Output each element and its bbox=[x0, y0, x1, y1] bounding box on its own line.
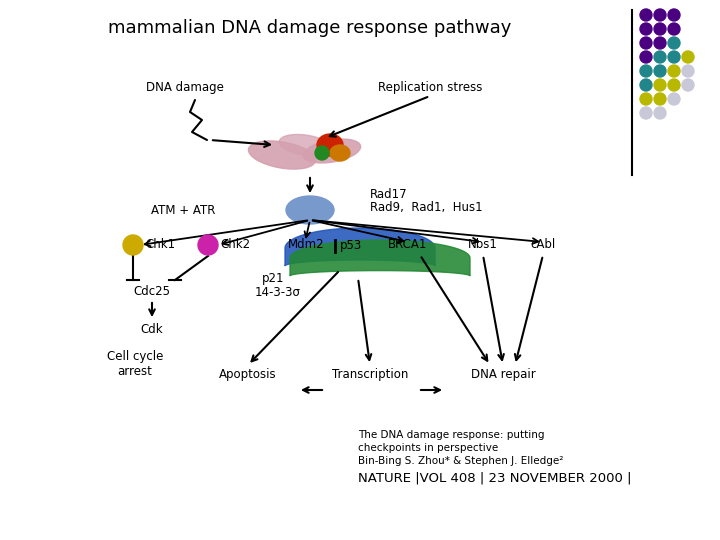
Circle shape bbox=[198, 235, 218, 255]
Ellipse shape bbox=[315, 146, 329, 160]
Polygon shape bbox=[285, 228, 435, 266]
Text: DNA damage: DNA damage bbox=[146, 82, 224, 94]
Text: Chk1: Chk1 bbox=[145, 239, 175, 252]
Circle shape bbox=[654, 93, 666, 105]
Text: ATM + ATR: ATM + ATR bbox=[150, 204, 215, 217]
Circle shape bbox=[640, 23, 652, 35]
Ellipse shape bbox=[279, 134, 330, 156]
Polygon shape bbox=[290, 240, 470, 276]
Circle shape bbox=[654, 51, 666, 63]
Circle shape bbox=[668, 9, 680, 21]
Ellipse shape bbox=[303, 139, 361, 163]
Text: Cdc25: Cdc25 bbox=[133, 285, 171, 298]
Circle shape bbox=[654, 9, 666, 21]
Circle shape bbox=[640, 37, 652, 49]
Text: 14-3-3σ: 14-3-3σ bbox=[255, 286, 301, 299]
Text: DNA repair: DNA repair bbox=[471, 368, 536, 381]
Text: Rad17: Rad17 bbox=[370, 188, 408, 201]
Ellipse shape bbox=[330, 145, 350, 161]
Circle shape bbox=[654, 23, 666, 35]
Ellipse shape bbox=[286, 196, 334, 224]
Circle shape bbox=[640, 51, 652, 63]
Text: Bin-Bing S. Zhou* & Stephen J. Elledge²: Bin-Bing S. Zhou* & Stephen J. Elledge² bbox=[358, 456, 563, 466]
Circle shape bbox=[640, 93, 652, 105]
Text: mammalian DNA damage response pathway: mammalian DNA damage response pathway bbox=[108, 19, 512, 37]
Text: Cell cycle
arrest: Cell cycle arrest bbox=[107, 350, 163, 378]
Circle shape bbox=[668, 51, 680, 63]
Circle shape bbox=[123, 235, 143, 255]
Circle shape bbox=[682, 79, 694, 91]
Circle shape bbox=[682, 51, 694, 63]
Text: Chk2: Chk2 bbox=[220, 239, 250, 252]
Circle shape bbox=[654, 79, 666, 91]
Circle shape bbox=[640, 9, 652, 21]
Text: Replication stress: Replication stress bbox=[378, 82, 482, 94]
Circle shape bbox=[668, 93, 680, 105]
Circle shape bbox=[640, 79, 652, 91]
Text: Nbs1: Nbs1 bbox=[468, 239, 498, 252]
Text: Transcription: Transcription bbox=[332, 368, 408, 381]
Circle shape bbox=[668, 23, 680, 35]
Circle shape bbox=[654, 65, 666, 77]
Circle shape bbox=[668, 37, 680, 49]
Text: cAbl: cAbl bbox=[531, 239, 556, 252]
Text: p53: p53 bbox=[340, 239, 362, 252]
Text: p21: p21 bbox=[262, 272, 284, 285]
Text: NATURE |VOL 408 | 23 NOVEMBER 2000 |: NATURE |VOL 408 | 23 NOVEMBER 2000 | bbox=[358, 472, 631, 485]
Text: checkpoints in perspective: checkpoints in perspective bbox=[358, 443, 498, 453]
Text: Cdk: Cdk bbox=[140, 323, 163, 336]
Circle shape bbox=[640, 107, 652, 119]
Circle shape bbox=[668, 79, 680, 91]
Text: The DNA damage response: putting: The DNA damage response: putting bbox=[358, 430, 544, 440]
Text: BRCA1: BRCA1 bbox=[388, 239, 428, 252]
Text: Apoptosis: Apoptosis bbox=[219, 368, 276, 381]
Circle shape bbox=[654, 37, 666, 49]
Circle shape bbox=[654, 107, 666, 119]
Text: Rad9,  Rad1,  Hus1: Rad9, Rad1, Hus1 bbox=[370, 201, 482, 214]
Text: Mdm2: Mdm2 bbox=[288, 239, 325, 252]
Circle shape bbox=[682, 65, 694, 77]
Ellipse shape bbox=[317, 134, 343, 156]
Ellipse shape bbox=[248, 141, 315, 169]
Circle shape bbox=[640, 65, 652, 77]
Circle shape bbox=[668, 65, 680, 77]
